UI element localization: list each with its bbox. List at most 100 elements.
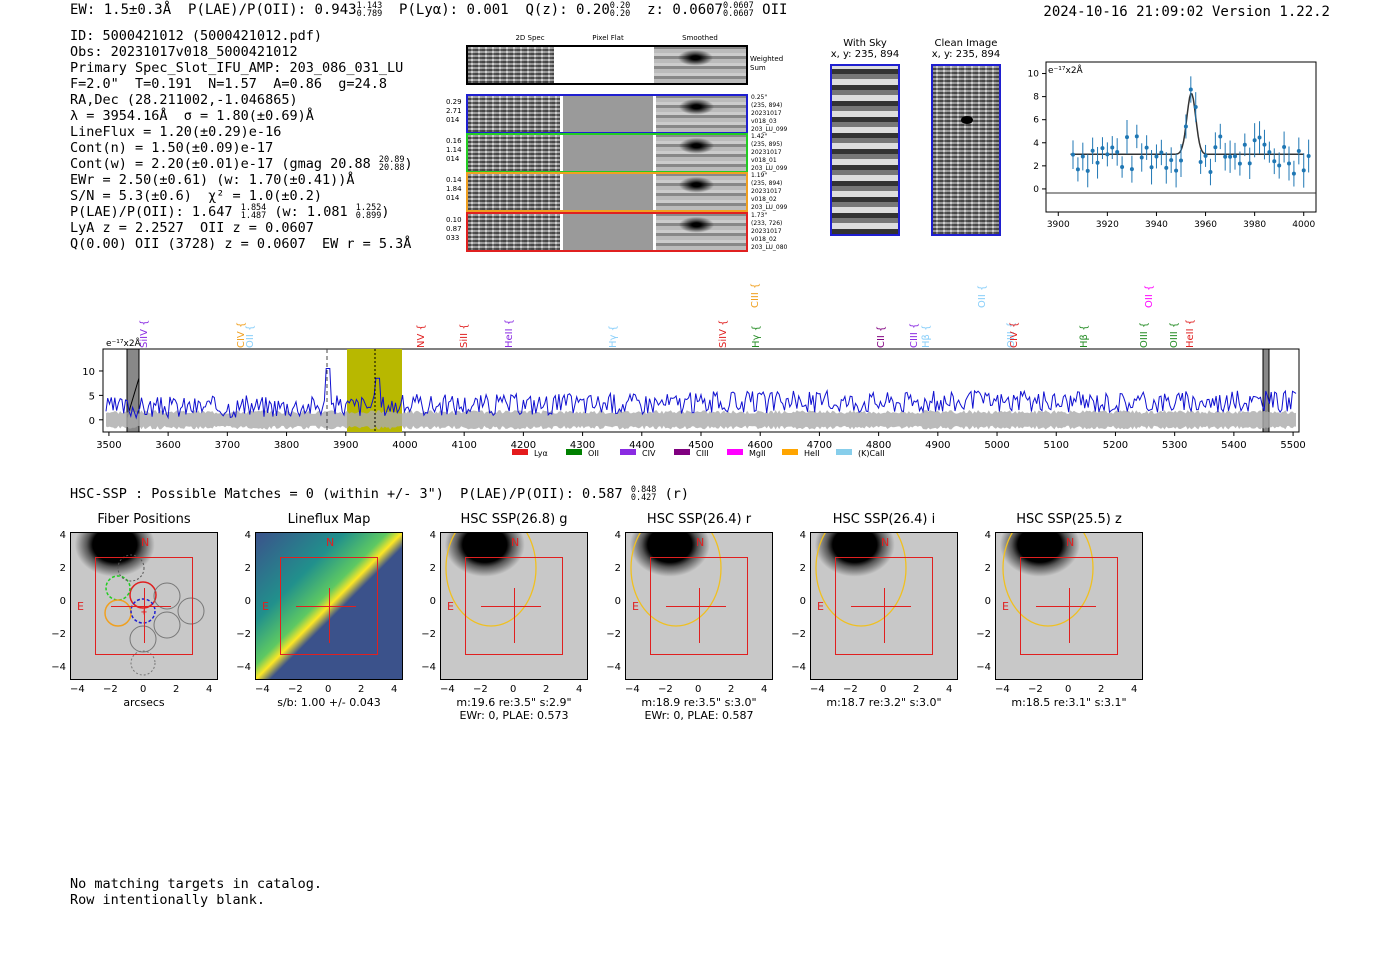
info-lineflux: LineFlux = 1.20(±0.29)e-16 (70, 124, 282, 140)
hsc-panel-title: HSC SSP(26.4) i (832, 512, 936, 527)
with-sky-image (830, 64, 900, 236)
zoom-data-point (1105, 152, 1110, 157)
legend-label: CIII (696, 449, 709, 458)
spectrum-trace (105, 368, 1297, 420)
zoom-data-point (1262, 142, 1267, 147)
spectrum-xtick-label: 5400 (1221, 440, 1246, 451)
zoom-data-point (1272, 159, 1277, 164)
timestamp-version: 2024-10-16 21:09:02 Version 1.22.2 (1043, 4, 1330, 20)
hsc-panel-caption: m:19.6 re:3.5" s:2.9" EWr: 0, PLAE: 0.573 (456, 696, 572, 722)
hsc-panel-image: N E (995, 532, 1143, 680)
spectrum-xtick-label: 3600 (155, 440, 180, 451)
zoom-data-point (1257, 135, 1262, 140)
clean-image (931, 64, 1001, 236)
col-header-pixelflat: Pixel Flat (592, 34, 624, 42)
zoom-data-point (1129, 167, 1134, 172)
legend-swatch (620, 449, 636, 455)
catalog-note-line2: Row intentionally blank. (70, 892, 266, 908)
cutout-row-image (466, 94, 748, 134)
info-obs: Obs: 20231017v018_5000421012 (70, 44, 298, 60)
hsc-yticks: 4 2 0 −2 −4 (421, 530, 436, 673)
emission-line-label: NV { (416, 324, 427, 348)
hsc-panel-image: N E (625, 532, 773, 680)
hsc-panel-caption: arcsecs (123, 696, 165, 709)
zoom-ytick-label: 0 (1033, 185, 1039, 195)
spectrum-xtick-label: 5300 (1162, 440, 1187, 451)
info-sn: S/N = 5.3(±0.6) χ² = 1.0(±0.2) (70, 188, 322, 204)
cutout-row-left-labels: 0.14 1.84 014 (446, 176, 462, 202)
emission-line-label: OIII { (1169, 322, 1180, 348)
legend-label: HeII (804, 449, 820, 458)
emission-line-label: HeII { (1185, 319, 1196, 348)
zoom-data-point (1125, 135, 1129, 140)
north-label: N (141, 536, 150, 549)
hsc-xticks: −4 −2 0 2 4 (995, 684, 1138, 695)
zoom-data-point (1208, 170, 1213, 175)
emission-line-label: OIII { (1006, 322, 1017, 348)
info-contn: Cont(n) = 1.50(±0.09)e-17 (70, 140, 274, 156)
zoom-data-point (1115, 149, 1120, 154)
hsc-panel-caption: m:18.7 re:3.2" s:3.0" (826, 696, 942, 709)
zoom-xtick-label: 3920 (1096, 220, 1119, 230)
zoom-ytick-label: 10 (1028, 70, 1040, 80)
col-header-2dspec: 2D Spec (515, 34, 545, 42)
hsc-panel-title: Fiber Positions (97, 512, 191, 527)
cutout-row-image (466, 133, 748, 173)
summary-header: EW: 1.5±0.3Å P(LAE)/P(OII): 0.9431.143 0.… (70, 1, 788, 19)
spectrum-xtick-label: 4000 (392, 440, 417, 451)
zoom-data-point (1085, 168, 1090, 173)
info-id: ID: 5000421012 (5000421012.pdf) (70, 28, 322, 44)
zoom-unit: e⁻¹⁷x2Å (1048, 64, 1084, 76)
legend-label: MgII (749, 449, 766, 458)
emission-line-label: SiII { (459, 323, 470, 348)
spectrum-xtick-label: 4200 (511, 440, 536, 451)
hsc-xticks: −4 −2 0 2 4 (440, 684, 583, 695)
zoom-data-point (1223, 154, 1228, 159)
clean-image-title: Clean Image x, y: 235, 894 (931, 38, 1001, 60)
legend-swatch (512, 449, 528, 455)
zoom-data-point (1139, 155, 1144, 160)
spectrum-ytick-label: 10 (82, 367, 95, 378)
zoom-data-point (1071, 152, 1075, 157)
emission-line-label: HeII { (504, 319, 515, 348)
legend-swatch (674, 449, 690, 455)
info-q: Q(0.00) OII (3728) z = 0.0607 EW r = 5.3… (70, 236, 412, 252)
qz-value: Q(z): 0.20 (525, 2, 610, 18)
spectrum-xtick-label: 4700 (807, 440, 832, 451)
spectrum-xtick-label: 3900 (333, 440, 358, 451)
info-plae: P(LAE)/P(OII): 1.647 1.854 1.487 (w: 1.08… (70, 203, 390, 221)
plya-value: P(Lyα): 0.001 (399, 2, 509, 18)
spectrum-xtick-label: 3700 (215, 440, 240, 451)
east-label: E (447, 600, 454, 613)
spectrum-xtick-label: 4300 (570, 440, 595, 451)
east-label: E (817, 600, 824, 613)
emission-line-label: CIII { (909, 323, 920, 348)
legend-swatch (782, 449, 798, 455)
zoom-ytick-label: 6 (1033, 116, 1039, 126)
zoom-data-point (1218, 134, 1223, 139)
zoom-xtick-label: 3900 (1047, 220, 1070, 230)
hsc-yticks: 4 2 0 −2 −4 (236, 530, 251, 673)
zoom-xtick-label: 3980 (1243, 220, 1266, 230)
hsc-panel-caption: m:18.9 re:3.5" s:3.0" EWr: 0, PLAE: 0.587 (641, 696, 757, 722)
hsc-panel-title: Lineflux Map (287, 512, 371, 527)
hsc-panel-image: N E (255, 532, 403, 680)
zoom-ytick-label: 2 (1033, 162, 1039, 172)
emission-line-label: Hβ { (1079, 325, 1090, 348)
catalog-note-line1: No matching targets in catalog. (70, 876, 322, 892)
north-label: N (326, 536, 335, 549)
emission-line-label: Hγ { (751, 325, 762, 348)
zoom-data-point (1282, 145, 1287, 150)
cutout-row-image (466, 172, 748, 212)
zoom-data-point (1277, 163, 1282, 168)
hsc-panel-image: + N E (70, 532, 218, 680)
cutout-row-image (466, 212, 748, 252)
ew-value: EW: 1.5±0.3Å (70, 2, 172, 18)
zoom-data-point (1134, 134, 1139, 139)
hsc-panel-title: HSC SSP(25.5) z (1016, 512, 1122, 527)
east-label: E (632, 600, 639, 613)
legend-label: (K)CaII (858, 449, 885, 458)
hsc-yticks: 4 2 0 −2 −4 (51, 530, 66, 673)
east-label: E (77, 600, 84, 613)
emission-line-label: CIII { (750, 283, 761, 308)
